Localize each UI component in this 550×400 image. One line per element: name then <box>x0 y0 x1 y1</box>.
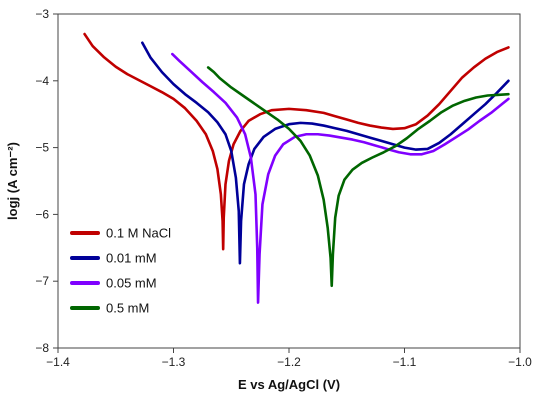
series-line-0 <box>83 32 510 251</box>
x-tick-label: −1.3 <box>162 355 186 369</box>
legend-label-2: 0.05 mM <box>106 276 157 291</box>
legend: 0.1 M NaCl 0.01 mM 0.05 mM 0.5 mM <box>70 226 171 316</box>
plot-area <box>57 13 521 349</box>
legend-label-0: 0.1 M NaCl <box>106 226 171 241</box>
series-line-3 <box>206 66 510 288</box>
y-axis-title: logj (A cm⁻²) <box>5 142 20 220</box>
y-tick-label: −5 <box>35 141 49 155</box>
series-line-2 <box>171 52 510 304</box>
y-axis-ticks: −3 −4 −5 −6 −7 −8 <box>35 7 58 355</box>
y-tick-label: −6 <box>35 207 49 221</box>
x-tick-label: −1.0 <box>508 355 532 369</box>
legend-label-3: 0.5 mM <box>106 301 149 316</box>
x-tick-label: −1.1 <box>393 355 417 369</box>
y-tick-label: −4 <box>35 74 49 88</box>
x-tick-label: −1.4 <box>46 355 70 369</box>
x-tick-label: −1.2 <box>277 355 301 369</box>
curves-layer <box>83 32 510 304</box>
series-line-1 <box>141 41 510 265</box>
x-axis-ticks: −1.4 −1.3 −1.2 −1.1 −1.0 <box>46 348 532 369</box>
legend-label-1: 0.01 mM <box>106 251 157 266</box>
y-tick-label: −8 <box>35 341 49 355</box>
y-tick-label: −7 <box>35 274 49 288</box>
y-tick-label: −3 <box>35 7 49 21</box>
x-axis-title: E vs Ag/AgCl (V) <box>238 377 340 392</box>
